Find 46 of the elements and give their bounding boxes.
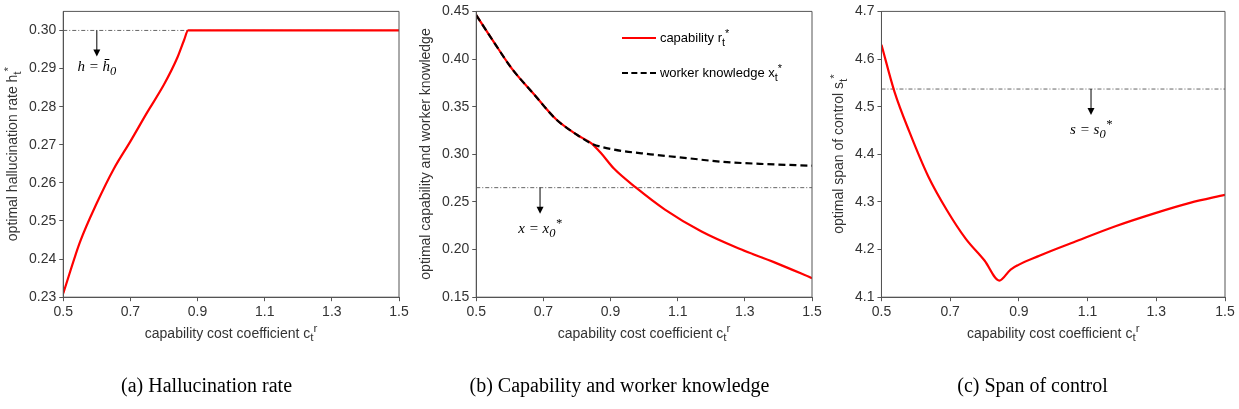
x-tick-label: 0.9 <box>600 303 621 320</box>
x-tick-label: 1.5 <box>1215 303 1235 320</box>
y-tick-label: 4.6 <box>854 49 875 66</box>
y-axis-title: optimal capability and worker knowledge <box>417 28 433 280</box>
x-tick-label: 0.5 <box>871 303 892 320</box>
y-tick-label: 0.30 <box>29 21 57 38</box>
y-tick-label: 0.27 <box>29 135 57 152</box>
x-tick-label: 1.1 <box>1077 303 1098 320</box>
y-tick-label: 0.25 <box>442 192 470 209</box>
text: (b) Capability and worker knowledge <box>468 374 771 397</box>
text: (c) Span of control <box>956 374 1109 397</box>
y-tick-label: 4.3 <box>854 192 875 209</box>
x-tick-label: 0.5 <box>53 303 74 320</box>
x-tick-label: 1.3 <box>1146 303 1167 320</box>
y-tick-label: 0.24 <box>29 249 57 266</box>
y-tick-label: 0.15 <box>442 288 470 305</box>
y-tick-label: 4.5 <box>854 97 875 114</box>
y-tick-label: 4.4 <box>854 145 875 162</box>
y-tick-label: 4.2 <box>854 240 875 257</box>
x-tick-label: 1.3 <box>322 303 342 320</box>
y-tick-label: 0.45 <box>442 2 470 19</box>
y-tick-label: 0.25 <box>29 211 57 228</box>
x-tick-label: 1.5 <box>802 303 822 320</box>
line-series <box>881 43 1225 282</box>
x-tick-label: 1.1 <box>667 303 688 320</box>
y-tick-label: 0.20 <box>442 240 470 257</box>
y-tick-label: 0.30 <box>442 145 470 162</box>
x-tick-label: 1.1 <box>254 303 275 320</box>
y-tick-label: 0.28 <box>29 97 57 114</box>
y-tick-label: 4.7 <box>854 2 875 19</box>
x-tick-label: 0.7 <box>533 303 554 320</box>
x-tick-label: 0.9 <box>1009 303 1029 320</box>
y-tick-label: 4.1 <box>854 288 875 305</box>
x-tick-label: 1.5 <box>389 303 409 320</box>
y-tick-label: 0.29 <box>29 59 57 76</box>
y-tick-label: 0.26 <box>29 173 57 190</box>
x-tick-label: 0.9 <box>187 303 208 320</box>
y-tick-label: 0.40 <box>442 49 470 66</box>
y-tick-label: 0.23 <box>29 288 57 305</box>
x-tick-label: 0.7 <box>120 303 141 320</box>
x-tick-label: 1.3 <box>735 303 755 320</box>
text: (a) Hallucination rate <box>120 374 293 397</box>
x-tick-label: 0.7 <box>940 303 961 320</box>
x-tick-label: 0.5 <box>466 303 487 320</box>
y-tick-label: 0.35 <box>442 97 470 114</box>
annotation: h = h̄$_{0}$ <box>77 58 117 80</box>
